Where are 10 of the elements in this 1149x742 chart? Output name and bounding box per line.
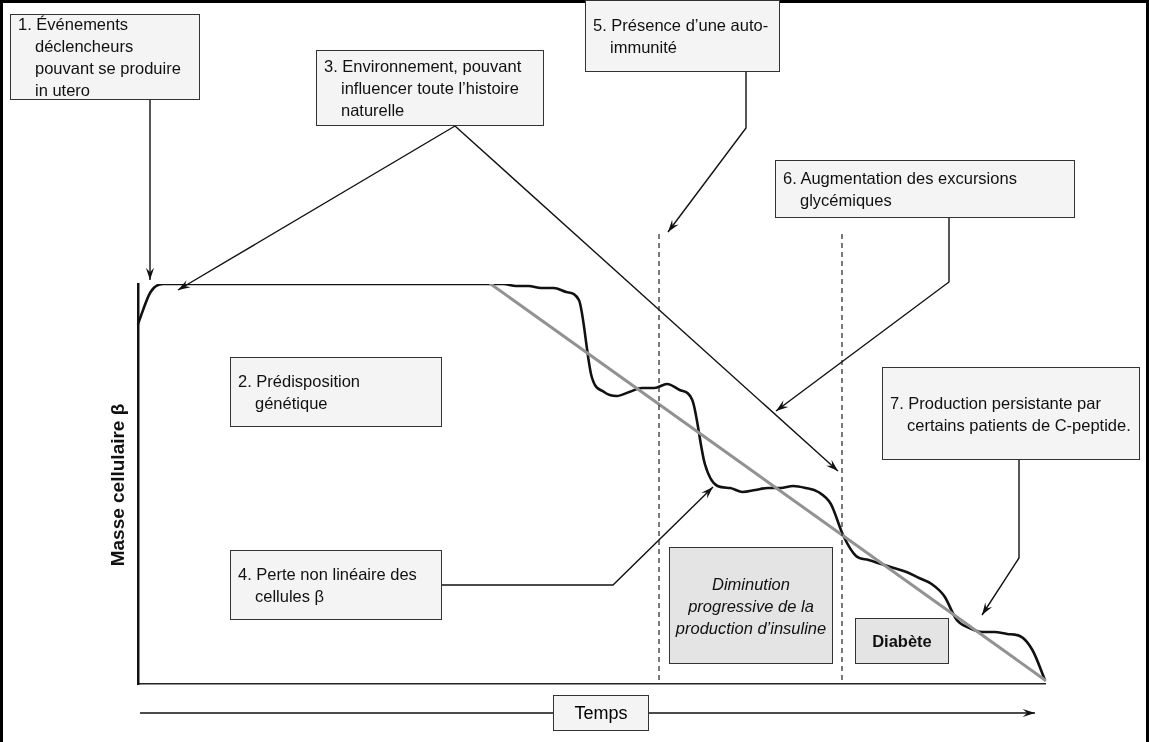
y-axis-title: Masse cellulaire β bbox=[107, 403, 129, 567]
annotation: 7. Production persistante par certains patients de C-peptide. bbox=[889, 392, 1132, 436]
annotation: Diabète bbox=[871, 631, 933, 652]
text: 6. Augmentation des excursions glycémiques bbox=[782, 168, 1018, 211]
annotation: Diminution progressive de la production d’insuline bbox=[674, 573, 828, 639]
x-axis-title: Temps bbox=[553, 695, 649, 731]
text: 3. Environnement, pouvant influencer toute l’histoire naturelle bbox=[323, 56, 523, 121]
annotation: 2. Prédisposition génétique bbox=[237, 371, 361, 414]
annotation: 4. Perte non linéaire des cellules β bbox=[237, 564, 418, 607]
text: 5. Présence d’une auto-immunité bbox=[592, 15, 770, 58]
